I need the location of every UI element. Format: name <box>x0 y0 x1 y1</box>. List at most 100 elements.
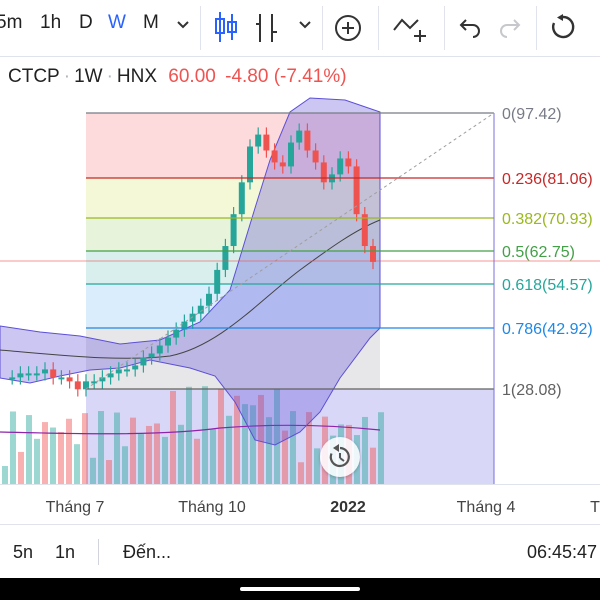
system-nav-bar <box>0 578 600 600</box>
candle-body <box>361 214 368 247</box>
fib-level-label: 0.236(81.06) <box>502 171 593 188</box>
volume-bar <box>370 447 376 484</box>
candle-body <box>370 246 376 262</box>
fib-zone-fill <box>86 113 380 178</box>
candle-body <box>337 158 344 175</box>
volume-bar <box>170 390 176 484</box>
candle-body <box>66 377 73 382</box>
volume-bar <box>362 416 368 484</box>
volume-bar <box>18 451 24 484</box>
volume-bar <box>282 430 288 484</box>
fib-level-label: 0.5(62.75) <box>502 244 575 261</box>
bollinger-bands <box>0 97 381 446</box>
volume-bar <box>218 389 224 484</box>
chevron-down-icon[interactable] <box>176 20 190 30</box>
candle-body <box>197 305 204 314</box>
reload-icon[interactable] <box>550 14 576 40</box>
volume-bar <box>202 386 208 484</box>
interval-d[interactable]: D <box>79 12 93 33</box>
time-axis[interactable]: Tháng 7 Tháng 10 2022 Tháng 4 T <box>0 484 600 525</box>
candle-body <box>165 337 171 346</box>
volume-bar <box>90 457 96 484</box>
interval-w[interactable]: W <box>108 12 126 33</box>
candle-body <box>99 377 106 382</box>
volume-bar <box>34 438 40 484</box>
volume-bar <box>290 411 296 484</box>
volume-bar <box>106 460 112 484</box>
range-5y-button[interactable]: 5n <box>13 542 34 562</box>
reset-chart-button[interactable] <box>320 437 360 477</box>
candle-body <box>296 130 303 143</box>
axis-label-thang-4: Tháng 4 <box>456 499 516 516</box>
candle-body <box>304 130 311 151</box>
fib-labels: 0(97.42) 0.236(81.06) 0.382(70.93) 0.5(62.7… <box>502 106 593 399</box>
candle-body <box>124 369 130 372</box>
candle-body <box>312 150 319 163</box>
candle-body <box>214 269 221 294</box>
volume-bar <box>122 446 128 484</box>
candle-body <box>9 377 16 380</box>
candle-body <box>206 293 212 306</box>
candle-body <box>107 373 114 378</box>
chevron-down-icon[interactable] <box>298 20 312 30</box>
candle-body <box>345 158 352 167</box>
range-1y-button[interactable]: 1n <box>55 542 76 562</box>
bottom-range-bar: 5n 1n Đến... 06:45:47 <box>0 524 600 579</box>
moving-average-line <box>0 219 381 359</box>
toolbar-border <box>0 56 600 57</box>
last-price: 60.00 <box>168 66 216 87</box>
toolbar-divider <box>200 6 201 50</box>
indicators-icon[interactable] <box>255 12 281 44</box>
symbol-name: CTCP <box>8 66 60 87</box>
fib-level-label: 0.618(54.57) <box>502 277 593 294</box>
candle-body <box>255 134 262 147</box>
volume-bar <box>186 386 192 484</box>
goto-date-button[interactable]: Đến... <box>123 542 172 562</box>
candle-body <box>238 182 245 215</box>
candle-body <box>140 357 147 366</box>
volume-bar <box>130 417 136 484</box>
price-chart[interactable]: 0(97.42) 0.236(81.06) 0.382(70.93) 0.5(62.7… <box>0 0 600 484</box>
compare-icon[interactable] <box>392 12 432 44</box>
fib-level-label: 0.382(70.93) <box>502 211 593 228</box>
undo-icon[interactable] <box>458 16 482 38</box>
reset-icon <box>329 444 350 468</box>
add-circle-icon[interactable] <box>334 14 362 42</box>
redo-icon <box>500 19 521 38</box>
candle-body <box>50 369 57 378</box>
volume-bar <box>154 423 160 484</box>
volume-bar <box>58 432 64 484</box>
candle-body <box>320 162 327 183</box>
candle-body <box>25 373 32 376</box>
candle-body <box>58 377 65 380</box>
volume-bar <box>266 417 272 484</box>
volume-bar <box>82 413 88 484</box>
candle-body <box>271 150 278 163</box>
volume-ma-line <box>0 424 381 435</box>
volume-bar <box>10 411 16 484</box>
volume-bar <box>242 404 248 484</box>
symbol-legend[interactable]: CTCP · 1W · HNX 60.00 -4.80 (-7.41%) <box>8 66 347 88</box>
volume-bar <box>162 436 168 484</box>
interval-1h[interactable]: 1h <box>40 12 62 33</box>
volume-bar <box>138 433 144 484</box>
axis-label-thang-10: Tháng 10 <box>178 499 246 516</box>
volume-bar <box>66 418 72 484</box>
bollinger-band-area <box>0 97 381 446</box>
interval-5m[interactable]: 5m <box>0 12 23 33</box>
candle-body <box>353 166 360 215</box>
candle-body <box>263 134 270 151</box>
symbol-exchange: HNX <box>116 66 158 87</box>
candle-body <box>83 381 89 390</box>
candles-icon[interactable] <box>213 10 239 44</box>
volume-bar <box>98 411 104 484</box>
candle-body <box>156 345 163 354</box>
volume-bar <box>378 412 384 484</box>
toolbar-divider <box>536 6 537 50</box>
candlesticks <box>9 123 376 397</box>
toolbar-divider <box>322 6 323 50</box>
interval-m[interactable]: M <box>143 12 159 33</box>
fib-level-label: 0.786(42.92) <box>502 321 593 338</box>
candle-body <box>74 381 81 390</box>
home-indicator[interactable] <box>240 587 360 591</box>
